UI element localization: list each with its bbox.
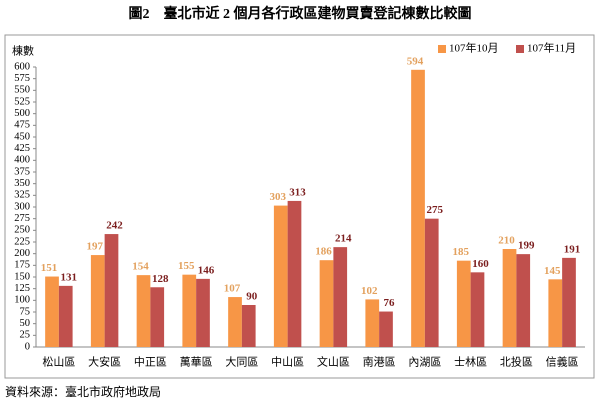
y-tick-label: 275 — [14, 213, 30, 224]
bar — [470, 272, 485, 347]
legend-swatch — [438, 45, 446, 53]
y-tick-label: 0 — [25, 341, 30, 352]
bar — [502, 249, 517, 347]
data-label: 197 — [87, 241, 104, 253]
data-label: 145 — [544, 265, 561, 277]
bar — [104, 234, 119, 347]
y-tick-label: 100 — [14, 295, 30, 306]
bar — [150, 287, 165, 347]
data-label: 199 — [518, 240, 535, 252]
y-tick-label: 175 — [14, 260, 30, 271]
y-tick-label: 125 — [14, 283, 30, 294]
chart-border — [4, 34, 595, 379]
data-label: 191 — [564, 243, 581, 255]
y-tick-label: 75 — [20, 306, 31, 317]
x-tick-label: 萬華區 — [180, 356, 213, 369]
x-tick-label: 大同區 — [225, 355, 258, 369]
data-label: 242 — [106, 220, 123, 232]
x-tick-label: 南港區 — [363, 356, 396, 369]
data-label: 154 — [132, 261, 149, 273]
y-tick-label: 525 — [14, 96, 30, 107]
bar — [45, 276, 59, 347]
data-label: 128 — [152, 273, 169, 285]
y-tick-label: 600 — [14, 61, 30, 72]
data-label: 214 — [335, 233, 352, 245]
chart-title: 圖2 臺北市近 2 個月各行政區建物買賣登記棟數比較圖 — [129, 5, 472, 22]
y-tick-label: 300 — [14, 201, 30, 212]
bar — [456, 260, 471, 347]
data-label: 146 — [198, 264, 215, 276]
y-tick-label: 375 — [14, 166, 30, 177]
bar — [562, 257, 576, 347]
y-tick-label: 200 — [14, 248, 30, 259]
bar — [228, 297, 242, 347]
y-axis-label: 棟數 — [12, 44, 34, 58]
bar — [365, 299, 380, 347]
legend-label: 107年11月 — [527, 41, 576, 55]
y-tick-label: 225 — [14, 236, 30, 247]
data-label: 275 — [426, 204, 443, 216]
x-tick-label: 信義區 — [546, 355, 579, 369]
x-tick-label: 中山區 — [271, 356, 304, 369]
y-tick-label: 325 — [14, 190, 30, 201]
data-label: 185 — [453, 246, 470, 258]
legend-swatch — [516, 45, 524, 53]
y-tick-label: 450 — [14, 131, 30, 142]
bar — [287, 200, 302, 347]
data-label: 303 — [270, 191, 287, 203]
bar — [379, 311, 393, 347]
data-label: 151 — [41, 262, 58, 274]
bar — [241, 305, 256, 347]
data-label: 160 — [472, 258, 489, 270]
data-label: 107 — [224, 283, 241, 295]
data-label: 155 — [178, 260, 195, 272]
source-note: 資料來源：臺北市政府地政局 — [5, 384, 161, 399]
data-label: 594 — [407, 55, 424, 67]
x-tick-label: 士林區 — [454, 355, 487, 369]
bar — [516, 254, 531, 347]
y-tick-label: 350 — [14, 178, 30, 189]
legend-label: 107年10月 — [449, 41, 499, 55]
bar — [182, 274, 197, 347]
bar — [90, 255, 105, 347]
data-label: 131 — [60, 271, 77, 283]
bar — [196, 278, 210, 347]
y-tick-label: 25 — [20, 330, 31, 341]
bar — [548, 279, 563, 347]
data-label: 210 — [498, 235, 515, 247]
y-tick-label: 150 — [14, 271, 30, 282]
bar — [136, 275, 151, 347]
y-tick-label: 50 — [20, 318, 31, 329]
y-tick-label: 425 — [14, 143, 30, 154]
x-tick-label: 北投區 — [500, 355, 533, 369]
y-tick-label: 475 — [14, 120, 30, 131]
bar — [333, 247, 348, 347]
y-tick-label: 575 — [14, 73, 30, 84]
data-label: 76 — [383, 297, 395, 309]
y-tick-label: 500 — [14, 108, 30, 119]
y-tick-label: 250 — [14, 225, 30, 236]
x-tick-label: 文山區 — [317, 355, 350, 369]
data-label: 102 — [361, 285, 378, 297]
bar — [411, 69, 425, 348]
x-tick-label: 松山區 — [42, 355, 75, 369]
x-tick-label: 內湖區 — [408, 356, 441, 369]
data-label: 90 — [246, 291, 258, 303]
bar — [273, 205, 288, 347]
data-label: 313 — [289, 186, 306, 198]
bar — [58, 285, 73, 347]
bar — [424, 218, 439, 347]
y-tick-label: 400 — [14, 155, 30, 166]
bar — [319, 260, 334, 347]
y-tick-label: 550 — [14, 85, 30, 96]
data-label: 186 — [315, 246, 332, 258]
x-tick-label: 中正區 — [134, 356, 167, 369]
x-tick-label: 大安區 — [88, 355, 121, 369]
